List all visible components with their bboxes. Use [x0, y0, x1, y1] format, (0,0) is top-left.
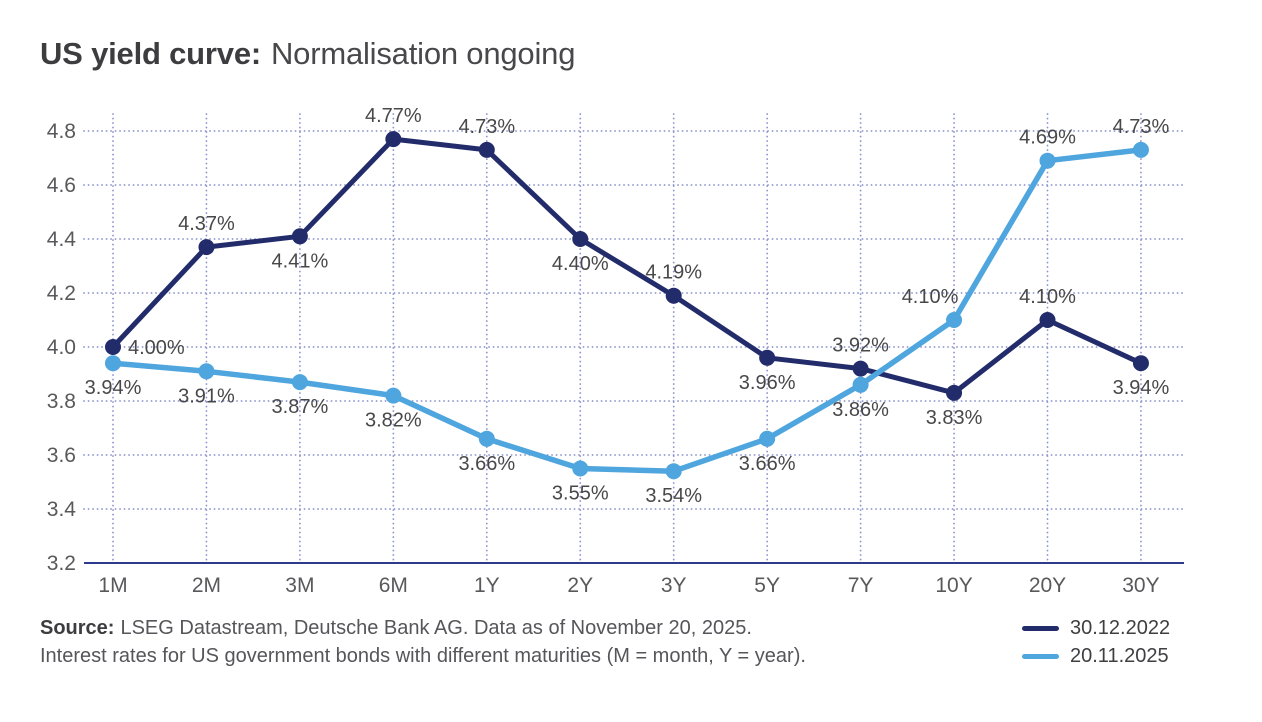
chart-title-topic: US yield curve:	[40, 36, 261, 71]
y-tick-label: 3.2	[47, 552, 76, 575]
source-line-1: Source: LSEG Datastream, Deutsche Bank AG…	[40, 614, 806, 642]
data-label-20.11.2025-7Y: 3.86%	[832, 399, 889, 421]
legend-label-2022: 30.12.2022	[1070, 617, 1171, 639]
chart-legend: 30.12.2022 20.11.2025	[1022, 617, 1170, 668]
data-label-20.11.2025-30Y: 4.73%	[1113, 116, 1170, 138]
x-category-label: 6M	[379, 574, 408, 597]
data-label-20.11.2025-2M: 3.91%	[178, 385, 235, 407]
data-label-30.12.2022-3M: 4.41%	[272, 250, 329, 272]
data-point-20.11.2025-5Y	[759, 430, 776, 447]
data-point-30.12.2022-6M	[385, 131, 402, 148]
data-label-20.11.2025-1Y: 3.66%	[458, 453, 515, 475]
y-tick-label: 4.8	[47, 120, 76, 143]
data-point-20.11.2025-1Y	[478, 430, 495, 447]
legend-item-2022: 30.12.2022	[1022, 617, 1170, 640]
data-point-30.12.2022-3Y	[665, 287, 682, 304]
y-tick-label: 4.4	[47, 228, 77, 251]
x-category-label: 7Y	[848, 574, 874, 597]
data-point-30.12.2022-30Y	[1132, 355, 1149, 372]
data-point-20.11.2025-2M	[198, 363, 215, 380]
data-point-20.11.2025-10Y	[946, 312, 963, 328]
x-category-label: 3M	[285, 574, 314, 597]
data-point-30.12.2022-2Y	[572, 231, 589, 247]
data-label-20.11.2025-10Y: 4.10%	[902, 286, 959, 308]
data-label-20.11.2025-20Y: 4.69%	[1019, 127, 1076, 149]
data-label-20.11.2025-2Y: 3.55%	[552, 483, 609, 505]
data-label-30.12.2022-3Y: 4.19%	[645, 262, 702, 284]
data-label-30.12.2022-2M: 4.37%	[178, 213, 235, 235]
data-point-30.12.2022-1Y	[478, 141, 495, 158]
data-label-30.12.2022-10Y: 3.83%	[926, 407, 983, 429]
data-point-30.12.2022-3M	[291, 228, 308, 245]
source-line-2: Interest rates for US government bonds w…	[40, 645, 806, 667]
data-label-30.12.2022-5Y: 3.96%	[739, 372, 796, 394]
data-point-20.11.2025-30Y	[1132, 141, 1149, 158]
data-label-20.11.2025-6M: 3.82%	[365, 410, 422, 432]
legend-item-2025: 20.11.2025	[1022, 645, 1170, 668]
x-category-label: 30Y	[1122, 574, 1159, 597]
x-category-label: 2Y	[567, 574, 593, 597]
data-point-20.11.2025-1M	[105, 355, 121, 372]
chart-title-subtitle: Normalisation ongoing	[270, 36, 576, 71]
data-point-20.11.2025-3Y	[665, 463, 682, 480]
y-tick-label: 4.2	[47, 282, 76, 305]
y-tick-label: 3.4	[47, 498, 77, 521]
x-category-label: 10Y	[935, 574, 972, 597]
x-category-label: 20Y	[1029, 574, 1066, 597]
series-line-20.11.2025	[110, 147, 1144, 474]
x-category-label: 2M	[192, 574, 221, 597]
x-category-label: 1M	[98, 574, 127, 597]
data-point-30.12.2022-7Y	[852, 360, 869, 377]
page-title: US yield curve: Normalisation ongoing	[40, 36, 575, 72]
data-label-30.12.2022-6M: 4.77%	[365, 105, 422, 127]
source-note: Source: LSEG Datastream, Deutsche Bank AG…	[40, 614, 806, 670]
data-point-30.12.2022-1M	[105, 339, 121, 355]
y-tick-label: 4.0	[47, 336, 76, 359]
data-label-30.12.2022-1Y: 4.73%	[458, 116, 515, 138]
x-category-label: 5Y	[754, 574, 780, 597]
x-category-label: 3Y	[661, 574, 687, 597]
data-point-20.11.2025-3M	[291, 374, 308, 391]
data-point-30.12.2022-2M	[198, 239, 215, 256]
data-point-20.11.2025-20Y	[1039, 152, 1056, 169]
data-label-20.11.2025-3Y: 3.54%	[645, 485, 702, 507]
data-point-20.11.2025-7Y	[852, 376, 869, 393]
legend-swatch-2025-line	[1022, 654, 1059, 659]
data-point-30.12.2022-20Y	[1039, 312, 1056, 328]
data-label-30.12.2022-20Y: 4.10%	[1019, 286, 1076, 308]
y-tick-label: 3.8	[47, 390, 76, 413]
data-point-20.11.2025-2Y	[572, 460, 589, 477]
data-label-30.12.2022-30Y: 3.94%	[1113, 377, 1170, 399]
data-label-30.12.2022-7Y: 3.92%	[832, 335, 889, 357]
legend-label-2025: 20.11.2025	[1070, 645, 1169, 667]
source-label: Source:	[40, 617, 115, 639]
source-text: LSEG Datastream, Deutsche Bank AG. Data …	[120, 617, 752, 639]
data-point-30.12.2022-10Y	[946, 384, 963, 401]
y-tick-label: 3.6	[47, 444, 76, 467]
series-line-30.12.2022	[110, 136, 1144, 396]
legend-swatch-2022-line	[1022, 626, 1059, 631]
data-label-20.11.2025-5Y: 3.66%	[739, 453, 796, 475]
data-point-30.12.2022-5Y	[759, 349, 776, 366]
data-point-20.11.2025-6M	[385, 387, 402, 404]
y-tick-label: 4.6	[47, 174, 76, 197]
data-label-30.12.2022-2Y: 4.40%	[552, 253, 609, 275]
x-category-label: 1Y	[474, 574, 500, 597]
data-label-20.11.2025-3M: 3.87%	[272, 396, 329, 418]
data-label-30.12.2022-1M: 4.00%	[128, 337, 185, 359]
data-label-20.11.2025-1M: 3.94%	[85, 377, 142, 399]
